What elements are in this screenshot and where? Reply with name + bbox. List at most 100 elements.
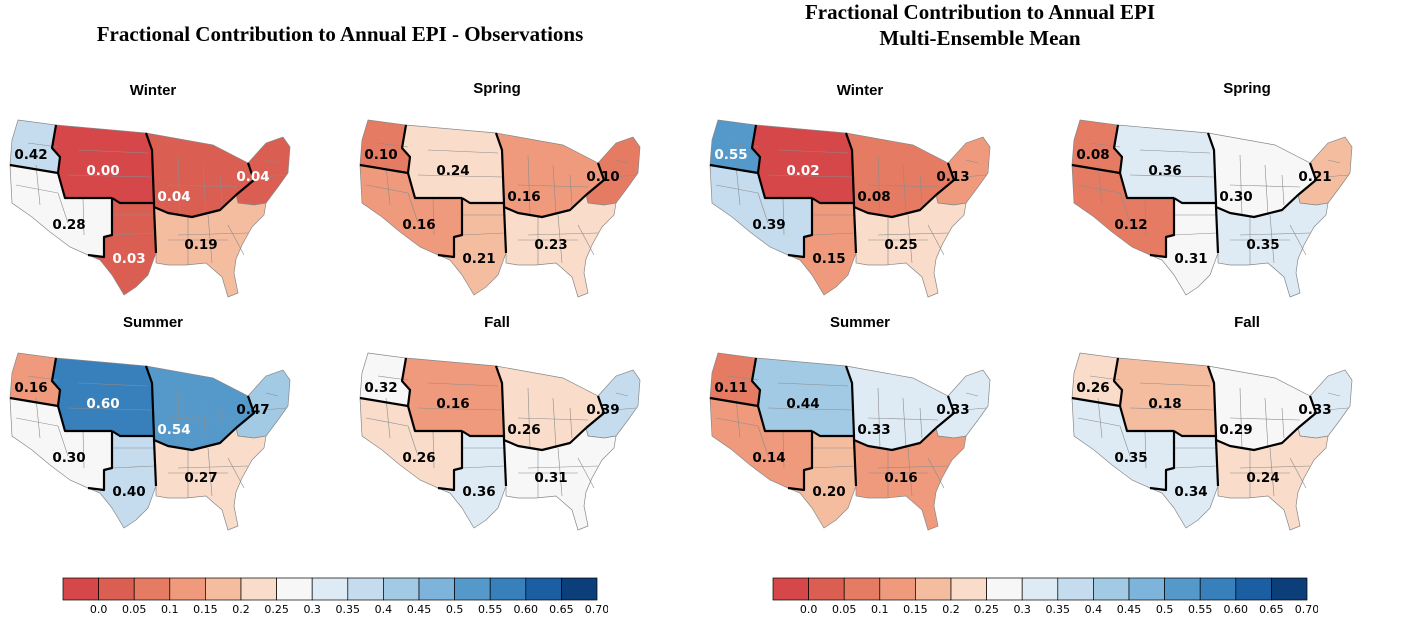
state-boundary bbox=[919, 174, 923, 206]
state-boundary bbox=[962, 174, 987, 178]
colorbar-swatch bbox=[950, 577, 987, 601]
state-boundary bbox=[432, 197, 435, 236]
colorbar-swatch bbox=[311, 577, 349, 601]
state-boundary bbox=[907, 214, 913, 264]
region-value-mw: 0.29 bbox=[1219, 422, 1252, 438]
colorbar-swatch bbox=[525, 577, 562, 601]
region-value-se: 0.19 bbox=[184, 237, 217, 253]
state-boundary bbox=[927, 457, 945, 489]
colorbar-swatch bbox=[454, 577, 491, 601]
colorbar-swatch bbox=[1128, 577, 1165, 601]
region-value-ne: 0.13 bbox=[936, 169, 969, 185]
state-boundary bbox=[1097, 164, 1103, 206]
state-boundary bbox=[262, 174, 287, 178]
colorbar-tick-label: 0.4 bbox=[1085, 603, 1103, 616]
state-boundary bbox=[202, 164, 207, 216]
state-boundary bbox=[1327, 159, 1341, 164]
region-value-se: 0.25 bbox=[884, 237, 917, 253]
colorbar-swatch bbox=[62, 577, 99, 601]
region-boundary bbox=[1215, 194, 1299, 219]
state-boundary bbox=[527, 232, 599, 236]
state-boundary bbox=[907, 447, 913, 497]
region-boundary bbox=[406, 172, 462, 200]
state-boundary bbox=[427, 149, 499, 154]
region-value-mw: 0.33 bbox=[857, 422, 890, 438]
region-boundary bbox=[1297, 395, 1318, 429]
state-boundary bbox=[1289, 457, 1307, 489]
state-boundary bbox=[1139, 149, 1211, 154]
region-boundary bbox=[503, 427, 587, 452]
region-boundary bbox=[1173, 430, 1216, 438]
state-boundary bbox=[35, 397, 41, 439]
state-boundary bbox=[615, 159, 629, 164]
region-value-se: 0.16 bbox=[884, 470, 917, 486]
state-boundary bbox=[777, 382, 849, 387]
colorbar-tick-label: 0.55 bbox=[1188, 603, 1213, 616]
state-boundary bbox=[202, 397, 207, 449]
state-boundary bbox=[67, 407, 153, 411]
colorbar-tick-label: 0.1 bbox=[871, 603, 889, 616]
season-label-spring: Spring bbox=[473, 80, 521, 97]
colorbar-swatch bbox=[418, 577, 455, 601]
state-boundary bbox=[782, 430, 785, 469]
region-boundary bbox=[406, 405, 462, 433]
state-boundary bbox=[1281, 174, 1285, 206]
region-boundary bbox=[844, 132, 856, 204]
state-boundary bbox=[927, 224, 945, 256]
colorbar-tick-label: 0.3 bbox=[1013, 603, 1031, 616]
map-obs-spring: 0.10 0.24 0.16 0.10 0.16 0.21 0.23 bbox=[359, 119, 641, 298]
region-boundary bbox=[235, 395, 256, 429]
region-boundary bbox=[1071, 124, 1124, 175]
region-value-se: 0.24 bbox=[1246, 470, 1279, 486]
state-boundary bbox=[902, 164, 907, 216]
state-boundary bbox=[615, 392, 629, 397]
state-boundary bbox=[1324, 407, 1349, 411]
colorbar-swatch bbox=[1271, 577, 1308, 601]
region-value-nc: 0.18 bbox=[1148, 396, 1181, 412]
season-label-spring: Spring bbox=[1223, 80, 1271, 97]
state-boundary bbox=[811, 465, 855, 469]
colorbar-tick-label: 0.2 bbox=[232, 603, 250, 616]
region-boundary bbox=[756, 172, 812, 200]
colorbar-swatch bbox=[1021, 577, 1059, 601]
state-boundary bbox=[767, 174, 853, 178]
region-value-sc: 0.36 bbox=[462, 484, 495, 500]
region-value-sc: 0.40 bbox=[112, 484, 145, 500]
state-boundary bbox=[1324, 174, 1349, 178]
state-boundary bbox=[1144, 430, 1147, 469]
state-boundary bbox=[1144, 197, 1147, 236]
state-boundary bbox=[57, 192, 69, 224]
state-boundary bbox=[57, 425, 69, 457]
colorbar-swatch bbox=[489, 577, 527, 601]
state-boundary bbox=[1239, 465, 1311, 469]
region-value-sw: 0.14 bbox=[752, 450, 785, 466]
colorbar-tick-label: 0.5 bbox=[1156, 603, 1174, 616]
state-boundary bbox=[1239, 387, 1243, 449]
colorbar-swatch bbox=[98, 577, 135, 601]
colorbar-tick-label: 0.70 bbox=[1295, 603, 1318, 616]
region-value-ne: 0.04 bbox=[236, 169, 269, 185]
state-boundary bbox=[877, 465, 949, 469]
region-boundary bbox=[1118, 172, 1174, 200]
state-boundary bbox=[735, 164, 741, 206]
state-boundary bbox=[919, 407, 923, 439]
region-value-se: 0.27 bbox=[184, 470, 217, 486]
state-boundary bbox=[207, 214, 213, 264]
right-figure-title-line1: Fractional Contribution to Annual EPI bbox=[804, 0, 1156, 24]
state-boundary bbox=[111, 465, 155, 469]
region-boundary bbox=[461, 430, 504, 438]
state-boundary bbox=[265, 392, 279, 397]
state-boundary bbox=[1229, 184, 1301, 188]
region-boundary bbox=[787, 198, 814, 259]
state-boundary bbox=[461, 465, 505, 469]
state-boundary bbox=[811, 232, 855, 236]
state-boundary bbox=[867, 417, 939, 421]
region-value-nw: 0.55 bbox=[714, 147, 747, 163]
region-boundary bbox=[359, 124, 412, 175]
region-boundary bbox=[494, 365, 506, 437]
state-boundary bbox=[527, 465, 599, 469]
region-boundary bbox=[709, 357, 762, 408]
region-boundary bbox=[1149, 198, 1176, 259]
state-boundary bbox=[877, 154, 881, 216]
colorbar-tick-label: 0.1 bbox=[161, 603, 179, 616]
